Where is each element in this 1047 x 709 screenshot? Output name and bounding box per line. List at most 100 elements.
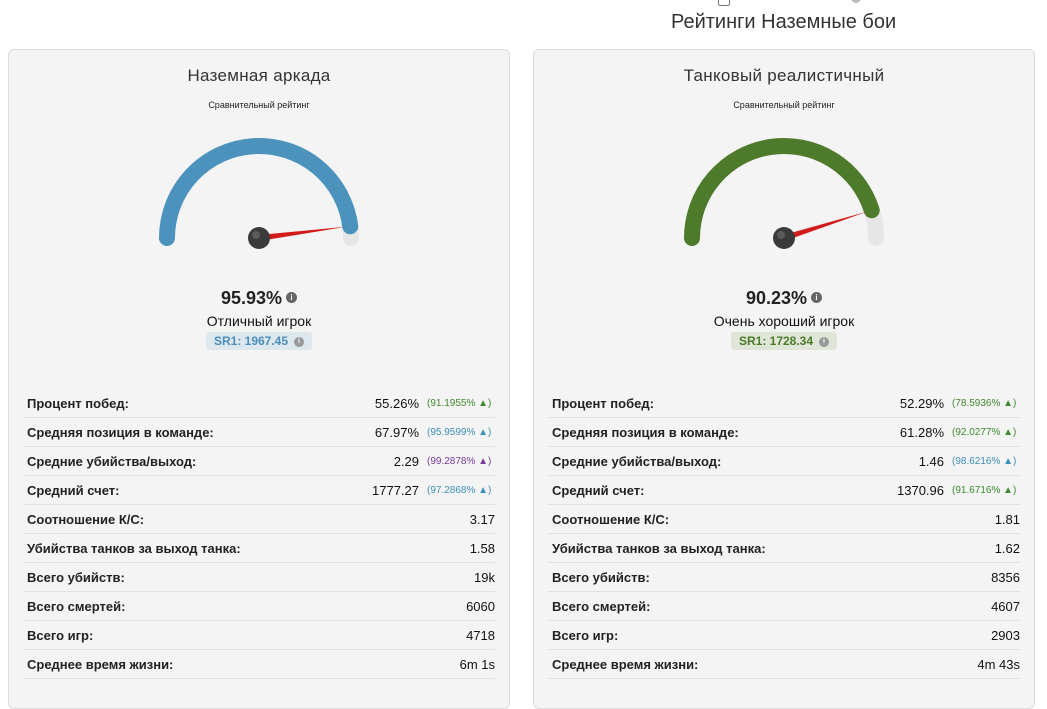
stat-value: 4718 [466, 627, 495, 643]
stat-value: 67.97% [374, 424, 419, 440]
stat-percentile: (98.6216% ▲) [952, 455, 1017, 467]
top-checkbox[interactable] [718, 0, 730, 6]
stat-percentile: (97.2868% ▲) [427, 484, 492, 496]
stat-label: Процент побед: [27, 395, 129, 411]
card-title: Наземная аркада [187, 66, 331, 85]
stat-row: Средняя позиция в команде: 67.97% (95.9599… [23, 418, 495, 447]
stat-value: 4607 [991, 598, 1020, 614]
stat-label: Соотношение К/С: [27, 511, 145, 527]
stat-row: Убийства танков за выход танка: 1.58 [23, 534, 495, 563]
stat-row: Среднее время жизни: 6m 1s [23, 650, 495, 679]
card-title: Танковый реалистичный [683, 66, 885, 85]
stats-table: Процент побед: 55.26% (91.1955% ▲) Средняя … [23, 389, 495, 679]
rating-gauge [159, 138, 359, 249]
stat-percentile: (95.9599% ▲) [427, 426, 492, 438]
stat-value: 52.29% [899, 395, 944, 411]
stat-label: Среднее время жизни: [27, 656, 174, 672]
stat-value: 2.29 [393, 453, 419, 469]
stat-value: 55.26% [374, 395, 419, 411]
stat-row: Всего смертей: 6060 [23, 592, 495, 621]
stat-percentile: (91.1955% ▲) [427, 397, 492, 409]
stat-label: Средняя позиция в команде: [552, 424, 739, 440]
gauge-needle [783, 211, 868, 241]
stat-percentile: (91.6716% ▲) [952, 484, 1017, 496]
stat-label: Среднее время жизни: [552, 656, 699, 672]
stat-value: 6060 [466, 598, 495, 614]
card-ground-arcade: Наземная аркада Сравнительный рейтинг 95… [8, 49, 510, 709]
percentile-text: 90.23% [745, 288, 808, 308]
stat-row: Всего убийств: 19k [23, 563, 495, 592]
stat-row: Соотношение К/С: 1.81 [548, 505, 1020, 534]
stat-label: Всего убийств: [552, 569, 650, 585]
player-rank: Отличный игрок [206, 313, 312, 329]
stat-value: 1.62 [994, 540, 1020, 556]
stat-row: Средняя позиция в команде: 61.28% (92.0277… [548, 418, 1020, 447]
stat-value: 19k [474, 569, 495, 585]
info-icon[interactable]: i [286, 291, 298, 303]
stat-row: Средние убийства/выход: 1.46 (98.6216% ▲) [548, 447, 1020, 476]
stat-label: Соотношение К/С: [552, 511, 670, 527]
stat-row: Средние убийства/выход: 2.29 (99.2878% ▲) [23, 447, 495, 476]
gauge-subtitle: Сравнительный рейтинг [208, 100, 310, 110]
stat-row: Соотношение К/С: 3.17 [23, 505, 495, 534]
stat-row: Всего игр: 4718 [23, 621, 495, 650]
stat-label: Средние убийства/выход: [27, 453, 197, 469]
gauge-fill [684, 138, 880, 246]
stat-value: 1.58 [469, 540, 495, 556]
stats-table: Процент побед: 52.29% (78.5936% ▲) Средняя … [548, 389, 1020, 679]
stat-value: 1.46 [918, 453, 944, 469]
stat-label: Средний счет: [27, 482, 120, 498]
rating-gauge [684, 138, 884, 249]
info-icon[interactable]: i [819, 336, 830, 347]
stat-row: Средний счет: 1777.27 (97.2868% ▲) [23, 476, 495, 505]
card-tank-realistic: Танковый реалистичный Сравнительный рейт… [533, 49, 1035, 709]
gauge-hub [773, 227, 795, 249]
stat-percentile: (78.5936% ▲) [952, 397, 1017, 409]
stat-label: Всего смертей: [552, 598, 651, 614]
gauge-hub [248, 227, 270, 249]
stat-row: Процент побед: 55.26% (91.1955% ▲) [23, 389, 495, 418]
stat-value: 1777.27 [372, 482, 419, 498]
stat-label: Убийства танков за выход танка: [27, 540, 241, 556]
stat-label: Всего игр: [552, 627, 619, 643]
stat-label: Средний счет: [552, 482, 645, 498]
percentile-text: 95.93% [220, 288, 283, 308]
stat-value: 4m 43s [977, 656, 1020, 672]
stat-label: Средние убийства/выход: [552, 453, 722, 469]
stat-label: Всего смертей: [27, 598, 126, 614]
stat-row: Среднее время жизни: 4m 43s [548, 650, 1020, 679]
info-icon[interactable]: i [294, 336, 305, 347]
stat-percentile: (92.0277% ▲) [952, 426, 1017, 438]
stat-row: Всего убийств: 8356 [548, 563, 1020, 592]
stat-value: 1.81 [994, 511, 1020, 527]
stat-value: 2903 [991, 627, 1020, 643]
gauge-fill [159, 138, 359, 246]
sr-text: SR1: 1967.45 [213, 334, 289, 348]
info-icon[interactable] [851, 0, 861, 3]
player-rank: Очень хороший игрок [713, 313, 855, 329]
percentile-value: 95.93% i [9, 288, 509, 309]
gauge-needle [258, 226, 347, 241]
stat-percentile: (99.2878% ▲) [427, 455, 492, 467]
stat-row: Всего игр: 2903 [548, 621, 1020, 650]
stat-row: Средний счет: 1370.96 (91.6716% ▲) [548, 476, 1020, 505]
stat-value: 3.17 [469, 511, 495, 527]
sr-text: SR1: 1728.34 [738, 334, 814, 348]
sr-badge: SR1: 1728.34 i [730, 332, 838, 350]
stat-label: Всего игр: [27, 627, 94, 643]
stat-row: Процент побед: 52.29% (78.5936% ▲) [548, 389, 1020, 418]
stat-value: 1370.96 [897, 482, 944, 498]
gauge-track [159, 138, 359, 246]
percentile-value: 90.23% i [534, 288, 1034, 309]
stat-value: 8356 [991, 569, 1020, 585]
stat-label: Убийства танков за выход танка: [552, 540, 766, 556]
gauge-subtitle: Сравнительный рейтинг [733, 100, 835, 110]
info-icon[interactable]: i [811, 291, 823, 303]
stat-row: Убийства танков за выход танка: 1.62 [548, 534, 1020, 563]
stat-label: Всего убийств: [27, 569, 125, 585]
stat-row: Всего смертей: 4607 [548, 592, 1020, 621]
gauge-track [684, 138, 884, 246]
stat-value: 61.28% [899, 424, 944, 440]
stat-label: Процент побед: [552, 395, 654, 411]
page-title: Рейтинги Наземные бои [671, 11, 897, 33]
